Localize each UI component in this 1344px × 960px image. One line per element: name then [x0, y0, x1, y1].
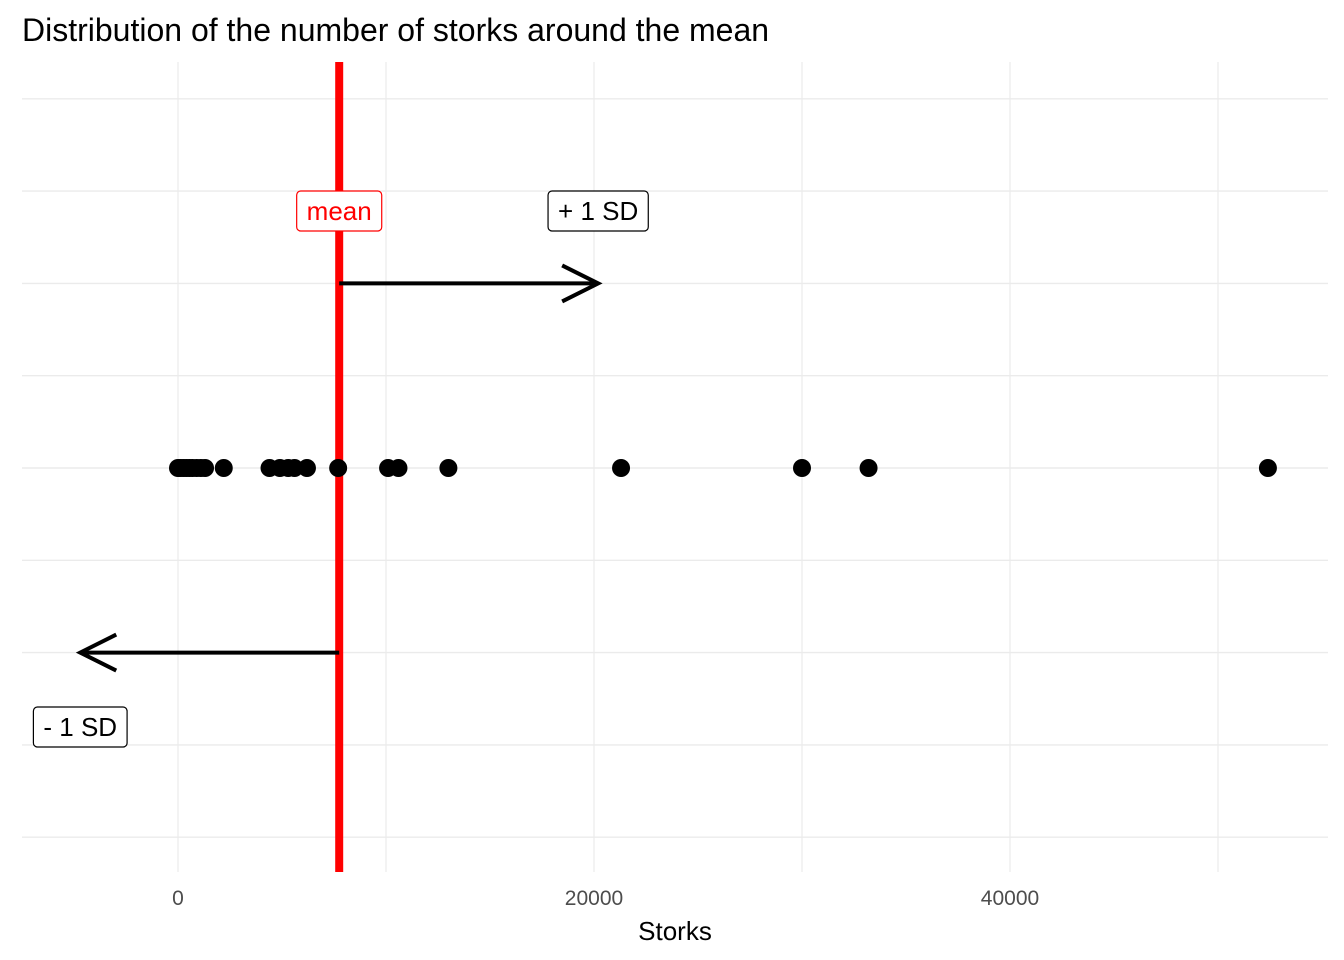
plus-sd-arrow-head [561, 263, 603, 304]
data-point [285, 459, 304, 477]
data-point [439, 459, 458, 477]
x-tick-label: 40000 [981, 887, 1039, 910]
x-tick-labels: 0 20000 40000 [172, 887, 1039, 910]
plus-sd-label: + 1 SD [547, 190, 649, 232]
annotation-labels: mean + 1 SD - 1 SD [32, 190, 649, 748]
minus-sd-arrow-head [75, 632, 118, 673]
data-point [389, 459, 408, 477]
chart-title: Distribution of the number of storks aro… [22, 12, 769, 48]
data-point [1258, 459, 1277, 477]
plus-sd-label-text: + 1 SD [558, 196, 638, 226]
data-point [214, 459, 233, 477]
sd-arrows [75, 263, 603, 673]
data-point [859, 459, 878, 477]
x-tick-label: 20000 [565, 887, 623, 910]
data-point [612, 459, 631, 477]
data-point [329, 459, 348, 477]
data-point [793, 459, 811, 477]
plus-sd-label-box [547, 190, 649, 232]
minus-sd-label-text: - 1 SD [43, 712, 117, 742]
mean-label-text: mean [307, 196, 372, 226]
data-points [169, 459, 1277, 477]
data-point [196, 459, 215, 477]
data-point [297, 459, 316, 477]
mean-label: mean [296, 190, 383, 232]
x-axis-label: Storks [638, 916, 712, 946]
x-tick-label: 0 [172, 887, 184, 910]
mean-label-box [296, 190, 383, 232]
minus-sd-label-box [32, 706, 128, 748]
minus-sd-label: - 1 SD [32, 706, 128, 748]
